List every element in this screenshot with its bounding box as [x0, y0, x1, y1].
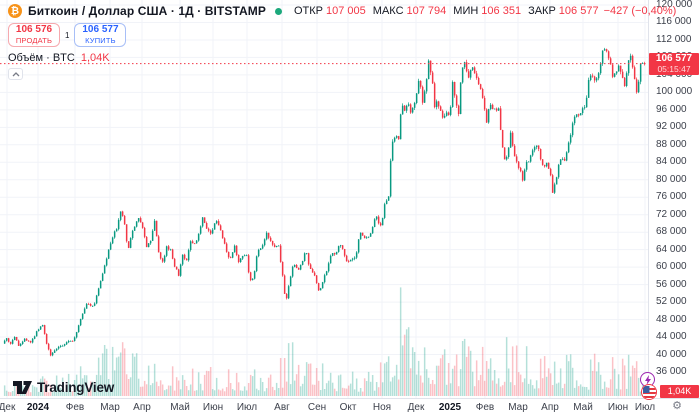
time-tick-label: Июл: [236, 402, 258, 413]
price-tick-label: 80 000: [656, 173, 687, 185]
time-tick-label: Май: [573, 402, 593, 413]
change-value: −427 (−0,40%): [603, 5, 677, 17]
price-tick-label: 88 000: [656, 138, 687, 150]
volume-indicator-value: 1,04K: [80, 52, 110, 64]
price-tick-label: 48 000: [656, 313, 687, 325]
ohlc-values: ОТКР 107 005 МАКС 107 794 МИН 106 351 ЗА…: [294, 5, 676, 17]
time-axis-settings-gear-icon[interactable]: ⚙: [672, 400, 682, 412]
market-open-dot-icon[interactable]: [274, 7, 282, 15]
symbol-title[interactable]: Биткоин / Доллар США · 1Д · BITSTAMP: [28, 4, 266, 18]
price-tick-label: 60 000: [656, 261, 687, 273]
time-tick-label: Июл: [634, 402, 656, 413]
time-tick-label: Мар: [508, 402, 528, 413]
volume-indicator-label: Объём · BTC: [8, 52, 75, 64]
volume-indicator-row[interactable]: Объём · BTC 1,04K: [8, 52, 676, 64]
time-tick-label: Сен: [307, 402, 327, 413]
price-tick-label: 116 000: [656, 16, 692, 28]
low-label: МИН: [453, 5, 479, 17]
time-tick-label: Фев: [65, 402, 85, 413]
spread-value: 1: [65, 30, 70, 40]
price-tick-label: 40 000: [656, 348, 687, 360]
lightning-bolt-glyph: [644, 374, 651, 385]
high-value: 107 794: [406, 5, 447, 17]
buy-button[interactable]: 106 577 КУПИТЬ: [74, 23, 127, 47]
time-tick-label: Авг: [274, 402, 290, 413]
price-tick-label: 64 000: [656, 243, 687, 255]
price-tick-label: 84 000: [656, 156, 687, 168]
us-flag-glyph: [642, 385, 656, 399]
high-label: МАКС: [372, 5, 404, 17]
time-tick-label: Июн: [202, 402, 224, 413]
price-tick-label: 96 000: [656, 103, 687, 115]
price-tick-label: 92 000: [656, 121, 687, 133]
time-axis[interactable]: Дек 2024 Фев Мар Апр Май Июн Июл Авг Сен Окт Ноя Дек…: [0, 398, 700, 415]
time-tick-label: Май: [170, 402, 190, 413]
last-price-badge: 106 577 05:15:47: [649, 52, 699, 75]
tradingview-logo-mark-icon: [13, 381, 32, 394]
time-tick-label: Дек: [0, 402, 16, 413]
bar-countdown: 05:15:47: [657, 63, 691, 74]
buy-price: 106 577: [82, 24, 119, 36]
close-value: 106 577: [558, 5, 599, 17]
time-tick-label: Мар: [100, 402, 120, 413]
symbol-row: ₿ Биткоин / Доллар США · 1Д · BITSTAMP О…: [8, 3, 676, 19]
price-tick-label: 76 000: [656, 191, 687, 203]
time-tick-label: Фев: [475, 402, 495, 413]
time-tick-label: Окт: [339, 402, 357, 413]
trade-buttons-row: 106 576 ПРОДАТЬ 1 106 577 КУПИТЬ: [8, 23, 676, 47]
price-tick-label: 72 000: [656, 208, 687, 220]
tradingview-logo-text: TradingView: [37, 380, 115, 395]
time-tick-label: Июн: [607, 402, 629, 413]
sell-button[interactable]: 106 576 ПРОДАТЬ: [8, 23, 60, 47]
bitcoin-icon: ₿: [8, 4, 22, 18]
time-tick-label: 2024: [26, 402, 50, 413]
low-value: 106 351: [481, 5, 522, 17]
open-value: 107 005: [326, 5, 366, 17]
sell-price: 106 576: [15, 24, 53, 36]
time-tick-label: Апр: [541, 402, 559, 413]
open-label: ОТКР: [293, 5, 324, 17]
price-tick-label: 120 000: [656, 0, 693, 10]
price-tick-label: 56 000: [656, 278, 687, 290]
price-tick-label: 68 000: [656, 226, 687, 238]
time-tick-label: 2025: [438, 402, 462, 413]
price-tick-label: 36 000: [656, 366, 687, 377]
time-tick-label: Ноя: [372, 402, 392, 413]
candlestick-series: [3, 47, 646, 357]
us-flag-event-icon[interactable]: [641, 384, 657, 400]
collapse-legend-button[interactable]: [8, 68, 23, 80]
time-tick-label: Апр: [133, 402, 151, 413]
price-tick-label: 52 000: [656, 296, 687, 308]
time-tick-label: Дек: [407, 402, 425, 413]
close-label: ЗАКР: [528, 5, 556, 17]
chart-legend: ₿ Биткоин / Доллар США · 1Д · BITSTAMP О…: [8, 3, 676, 80]
grid-layer: [0, 0, 648, 398]
buy-label: КУПИТЬ: [85, 36, 116, 46]
price-tick-label: 44 000: [656, 331, 687, 343]
sell-label: ПРОДАТЬ: [15, 36, 53, 46]
last-price-value: 106 577: [655, 52, 693, 64]
volume-axis-badge: 1,04K: [660, 385, 699, 398]
price-tick-label: 100 000: [656, 86, 693, 98]
price-tick-label: 112 000: [656, 33, 692, 45]
chevron-up-icon: [12, 71, 19, 76]
tradingview-logo[interactable]: TradingView: [13, 380, 114, 395]
